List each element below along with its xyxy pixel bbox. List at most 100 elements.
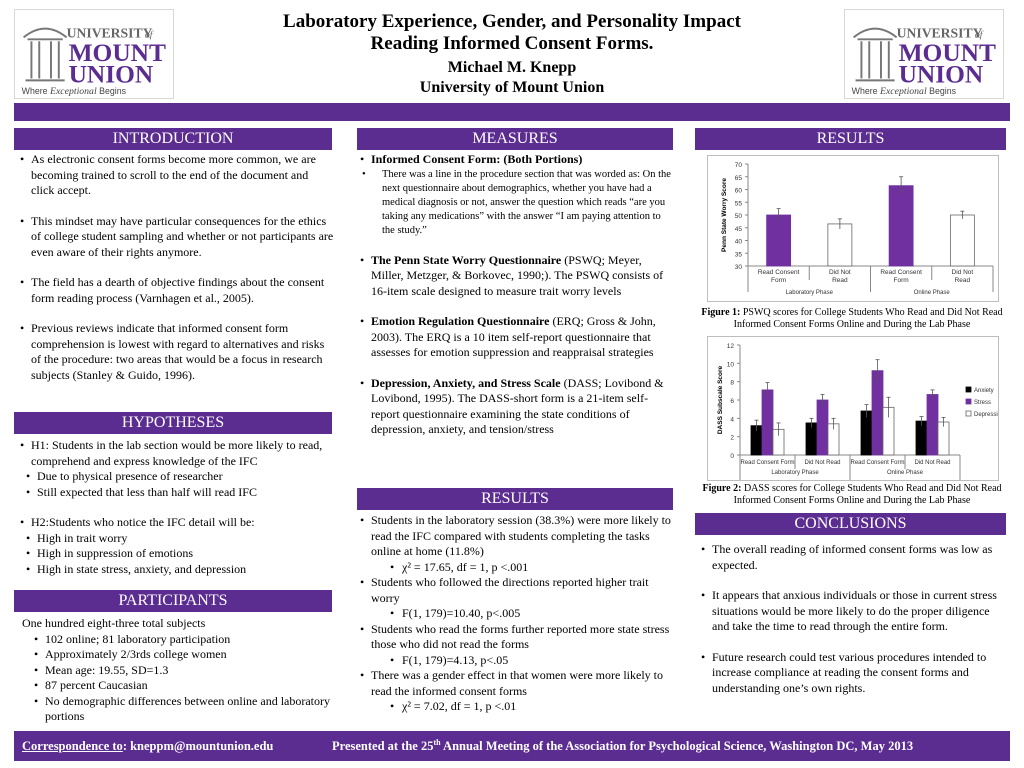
conclusions-section: The overall reading of informed consent … [699, 542, 1009, 711]
y-tick-label: 2 [730, 435, 734, 442]
y-tick-label: 10 [727, 361, 735, 368]
poster-title-line2: Reading Informed Consent Forms. [370, 33, 654, 54]
list-item: Still expected that less than half will … [22, 485, 334, 501]
hypothesis-2: H2:Students who notice the IFC detail wi… [18, 515, 334, 531]
svg-text:Where Exceptional Begins: Where Exceptional Begins [852, 86, 957, 97]
list-item: Students in the laboratory session (38.3… [358, 513, 674, 560]
svg-text:of: of [975, 29, 984, 40]
stat-line: χ² = 17.65, df = 1, p <.001 [358, 560, 674, 576]
x-tick-label: Form [894, 277, 909, 284]
list-item: High in suppression of emotions [22, 546, 334, 562]
correspondence-link[interactable]: Correspondence to [22, 739, 123, 753]
y-tick-label: 55 [735, 200, 743, 207]
group-label: Online Phase [914, 290, 951, 296]
results-section-mid: Students in the laboratory session (38.3… [358, 513, 674, 715]
x-tick-label: Read Consent Form [850, 460, 904, 466]
bar [766, 214, 792, 267]
measures-heading: MEASURES [357, 128, 673, 150]
participants-section: One hundred eight-three total subjects 1… [22, 616, 334, 725]
x-tick-label: Did Not [829, 269, 851, 276]
list-item: Approximately 2/3rds college women [30, 647, 334, 663]
x-tick-label: Form [771, 277, 786, 284]
presentation-note: Presented at the 25th Annual Meeting of … [332, 737, 914, 753]
bar [915, 420, 928, 456]
x-tick-label: Did Not Read [914, 460, 950, 466]
bar [827, 223, 853, 267]
figure-2-chart: 0 2 4 6 8 10 12 DASS Subscale Score Read Consent… [707, 336, 999, 481]
legend-label: Anxiety [974, 388, 994, 394]
mount-union-logo: UNIVERSITY of MOUNT UNION Where Exceptio… [852, 25, 996, 97]
measure-ifc-detail: There was a line in the procedure sectio… [358, 168, 674, 238]
list-item: Students who read the forms further repo… [358, 622, 674, 653]
y-axis-label: Penn State Worry Score [721, 178, 728, 252]
hypothesis-1: H1: Students in the lab section would be… [18, 438, 334, 469]
list-item: High in state stress, anxiety, and depre… [22, 562, 334, 578]
y-tick-label: 30 [735, 264, 743, 271]
logo-university: UNIVERSITY [67, 25, 153, 40]
x-tick-label: Read [832, 277, 848, 284]
y-tick-label: 12 [727, 343, 735, 350]
header-divider-bar [14, 103, 1010, 121]
group-label: Online Phase [887, 470, 924, 476]
y-tick-label: 60 [735, 188, 743, 195]
introduction-list: As electronic consent forms become more … [18, 152, 334, 383]
x-tick-label: Did Not [952, 269, 974, 276]
x-tick-label: Read Consent [758, 269, 800, 276]
poster-title-line1: Laboratory Experience, Gender, and Perso… [283, 11, 741, 32]
list-item: This mindset may have particular consequ… [18, 214, 334, 261]
stat-line: F(1, 179)=4.13, p<.05 [358, 653, 674, 669]
list-item: The field has a dearth of objective find… [18, 275, 334, 306]
figure-1-caption: Figure 1: PSWQ scores for College Studen… [701, 307, 1003, 330]
y-tick-label: 70 [735, 162, 743, 169]
bar [926, 394, 939, 456]
bar [871, 370, 884, 456]
list-item: No demographic differences between onlin… [30, 694, 334, 725]
list-item: It appears that anxious individuals or t… [699, 588, 1009, 635]
legend-label: Stress [974, 400, 991, 406]
university-logo-left: UNIVERSITY of MOUNT UNION Where Exceptio… [14, 9, 174, 99]
legend-swatch [965, 386, 972, 393]
y-tick-label: 65 [735, 175, 743, 182]
dass-bar-chart: 0 2 4 6 8 10 12 DASS Subscale Score Read Consent… [717, 343, 998, 480]
list-item: Mean age: 19.55, SD=1.3 [30, 663, 334, 679]
author-name: Michael M. Knepp [447, 59, 577, 76]
svg-text:UNION: UNION [899, 60, 984, 88]
university-logo-right: UNIVERSITY of MOUNT UNION Where Exceptio… [844, 9, 1004, 99]
introduction-heading: INTRODUCTION [14, 128, 332, 150]
bar [761, 389, 774, 456]
introduction-section: As electronic consent forms become more … [18, 152, 334, 398]
y-axis-label: DASS Subscale Score [717, 365, 724, 434]
stat-line: χ² = 7.02, df = 1, p <.01 [358, 699, 674, 715]
x-tick-label: Read Consent Form [740, 460, 794, 466]
y-tick-label: 6 [730, 398, 734, 405]
bar [888, 185, 914, 267]
x-tick-label: Did Not Read [804, 460, 840, 466]
logo-mount: MOUNT [69, 39, 166, 67]
hypotheses-section: H1: Students in the lab section would be… [18, 438, 334, 577]
list-item: The overall reading of informed consent … [699, 542, 1009, 573]
measure-erq: Emotion Regulation Questionnaire (ERQ; G… [358, 314, 674, 361]
list-item: As electronic consent forms become more … [18, 152, 334, 199]
figure-1-chart: 30 35 40 45 50 55 60 65 70 Penn State Worry Score… [707, 155, 999, 302]
list-item: 87 percent Caucasian [30, 678, 334, 694]
list-item: High in trait worry [22, 531, 334, 547]
legend-swatch [965, 398, 972, 405]
list-item: Previous reviews indicate that informed … [18, 321, 334, 383]
svg-text:MOUNT: MOUNT [899, 39, 996, 67]
pswq-bar-chart: 30 35 40 45 50 55 60 65 70 Penn State Worry Score… [721, 162, 994, 296]
measure-dass: Depression, Anxiety, and Stress Scale (D… [358, 376, 674, 438]
conclusions-heading: CONCLUSIONS [695, 513, 1006, 535]
y-tick-label: 45 [735, 226, 743, 233]
logo-union: UNION [69, 60, 154, 88]
results-heading-right: RESULTS [695, 128, 1006, 150]
mount-union-logo: UNIVERSITY of MOUNT UNION Where Exceptio… [22, 25, 166, 97]
bar [937, 421, 950, 456]
legend-swatch [965, 410, 972, 417]
participants-heading: PARTICIPANTS [14, 590, 332, 612]
bar [805, 422, 818, 456]
participants-intro: One hundred eight-three total subjects [22, 616, 206, 630]
measure-ifc: Informed Consent Form: (Both Portions) [358, 152, 674, 168]
poster-title-block: Laboratory Experience, Gender, and Perso… [190, 11, 834, 98]
list-item: Due to physical presence of researcher [22, 469, 334, 485]
group-label: Laboratory Phase [771, 470, 819, 476]
